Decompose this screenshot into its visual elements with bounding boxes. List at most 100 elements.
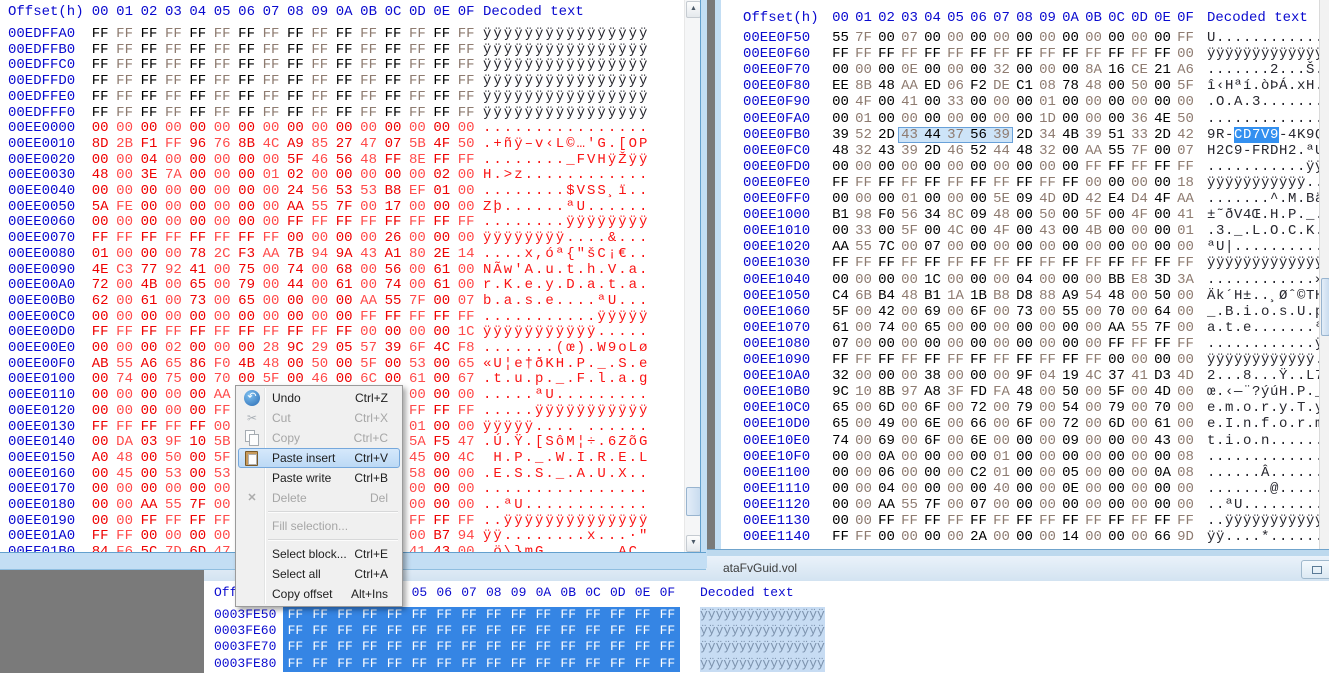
hex-byte[interactable]: 4C — [947, 223, 964, 240]
hex-byte[interactable]: 46 — [311, 371, 329, 388]
hex-byte[interactable]: 56 — [384, 261, 402, 278]
hex-byte[interactable]: 00 — [457, 198, 475, 215]
hex-byte[interactable]: 7D — [161, 544, 185, 552]
hex-byte[interactable]: 00 — [901, 400, 918, 417]
hex-byte[interactable]: 00 — [993, 158, 1010, 175]
hex-byte[interactable]: 4F — [993, 223, 1010, 240]
hex-byte[interactable]: 00 — [189, 214, 207, 231]
hex-row[interactable]: 00EE10F0 00 00 0A 00 00 00 00 01 00 00 00 00 00 00 00 08… — [721, 449, 1329, 465]
hex-byte[interactable]: 00 — [457, 497, 475, 513]
decoded-text[interactable]: H.P._.W.I.R.E.L — [483, 449, 650, 466]
hex-byte[interactable]: 00 — [1085, 480, 1102, 497]
decoded-text[interactable]: ........ÿÿÿÿÿÿÿÿ — [483, 214, 650, 231]
hex-byte[interactable]: FF — [1039, 352, 1056, 368]
hex-byte[interactable]: 00 — [457, 465, 475, 482]
hex-row[interactable]: 00EE10E0 74 00 69 00 6F 00 6E 00 00 00 09 00 00 00 43 00… — [721, 433, 1329, 449]
hex-byte[interactable]: 3F — [947, 384, 964, 401]
hex-byte[interactable]: 00 — [311, 292, 329, 309]
hex-byte[interactable]: 79 — [238, 277, 255, 294]
hex-byte[interactable]: 2A — [970, 529, 987, 546]
hex-byte[interactable]: FF — [213, 402, 231, 419]
hex-byte[interactable]: 00 — [408, 230, 426, 247]
hex-byte[interactable]: FF — [433, 512, 451, 529]
hex-row[interactable]: 00EE10D0 65 00 49 00 6E 00 66 00 6F 00 72 00 6D 00 61 00… — [721, 416, 1329, 432]
hex-byte[interactable]: FF — [1154, 255, 1171, 272]
hex-byte[interactable]: 6E — [970, 432, 987, 449]
hex-byte[interactable]: FF — [382, 607, 407, 624]
hex-byte[interactable]: FF — [116, 26, 133, 42]
hex-byte[interactable]: 2B — [116, 135, 133, 152]
hex-byte[interactable]: 00 — [433, 465, 451, 482]
hex-byte[interactable]: 00 — [901, 335, 918, 352]
hex-byte[interactable]: 00 — [924, 30, 941, 46]
hex-byte[interactable]: FF — [1085, 46, 1102, 63]
hex-byte[interactable]: 4B — [238, 355, 255, 372]
hex-byte[interactable]: 39 — [990, 126, 1013, 143]
decoded-text[interactable]: Zþ......ªU...... — [483, 198, 650, 215]
hex-byte[interactable]: 01 — [408, 418, 426, 435]
hex-byte[interactable]: FF — [283, 607, 308, 624]
hex-byte[interactable]: FF — [332, 607, 358, 624]
hex-byte[interactable]: 00 — [91, 402, 109, 419]
hex-byte[interactable]: 00 — [262, 292, 280, 309]
hex-row[interactable]: 00EE0020 00 00 04 00 00 00 00 00 5F 46 56 48 FF 8E FF FF… — [0, 151, 684, 169]
hex-byte[interactable]: 8B — [238, 135, 255, 152]
decoded-text[interactable]: .......(œ).W9oLø — [483, 340, 650, 356]
hex-byte[interactable]: FF — [91, 26, 109, 42]
hex-byte[interactable]: 01 — [993, 448, 1010, 465]
hex-byte[interactable]: 00 — [457, 230, 475, 247]
hex-byte[interactable]: 00 — [91, 434, 109, 451]
hex-byte[interactable]: FF — [947, 352, 964, 368]
decoded-text[interactable]: ................ — [483, 481, 650, 498]
hex-byte[interactable]: 00 — [878, 368, 895, 385]
hex-byte[interactable]: 00 — [1039, 400, 1056, 417]
hex-byte[interactable]: DE — [993, 78, 1010, 95]
hex-byte[interactable]: FF — [238, 41, 255, 58]
hex-byte[interactable]: FF — [1085, 158, 1102, 175]
hex-byte[interactable]: 00 — [970, 94, 987, 111]
hex-byte[interactable]: FF — [878, 255, 895, 272]
hex-byte[interactable]: 09 — [1016, 191, 1033, 207]
hex-byte[interactable]: 00 — [1062, 110, 1079, 127]
hex-byte[interactable]: 00 — [1131, 30, 1148, 46]
hex-byte[interactable]: 17 — [384, 198, 402, 215]
hex-byte[interactable]: FF — [140, 41, 158, 58]
hex-byte[interactable]: 4E — [1154, 110, 1171, 127]
hex-byte[interactable]: 8E — [408, 151, 426, 168]
hex-byte[interactable]: 00 — [947, 529, 964, 546]
hex-byte[interactable]: 00 — [855, 303, 872, 320]
hex-byte[interactable]: 00 — [1085, 464, 1102, 481]
hex-byte[interactable]: 01 — [993, 464, 1010, 481]
decoded-text[interactable]: 9R-CD7V9-4K9Q3-B — [1207, 126, 1329, 143]
hex-byte[interactable]: FF — [360, 214, 377, 231]
hex-byte[interactable]: 00 — [1131, 464, 1148, 481]
hex-byte[interactable]: 00 — [360, 324, 377, 341]
hex-byte[interactable]: A9 — [286, 135, 304, 152]
hex-row[interactable]: 00EE1090 FF FF FF FF FF FF FF FF FF FF FF FF 00 00 00 00… — [721, 352, 1329, 368]
hex-byte[interactable]: 65 — [238, 292, 255, 309]
hex-byte[interactable]: 6B — [855, 287, 872, 304]
hex-byte[interactable]: 00 — [384, 355, 402, 372]
hex-byte[interactable]: 00 — [1108, 352, 1125, 368]
hex-byte[interactable]: 00 — [360, 261, 377, 278]
hex-byte[interactable]: FF — [457, 73, 475, 90]
hex-row[interactable]: 00EE1050 C4 6B B4 48 B1 1A 1B B8 D8 88 A9 54 48 00 50 00… — [721, 288, 1329, 304]
hex-byte[interactable]: FF — [91, 57, 109, 74]
hex-byte[interactable]: FF — [457, 151, 475, 168]
hex-byte[interactable]: 65 — [457, 355, 475, 372]
hex-row[interactable]: 00EE1070 61 00 74 00 65 00 00 00 00 00 00 00 AA 55 7F 00… — [721, 320, 1329, 336]
hex-byte[interactable]: FF — [433, 41, 451, 58]
hex-byte[interactable]: FF — [311, 324, 329, 341]
hex-byte[interactable]: 4B — [1085, 223, 1102, 240]
hex-byte[interactable]: FF — [238, 88, 255, 105]
hex-byte[interactable]: FF — [1108, 513, 1125, 529]
hex-byte[interactable]: 00 — [116, 167, 133, 184]
hex-byte[interactable]: 00 — [408, 198, 426, 215]
hex-byte[interactable]: 67 — [457, 371, 475, 388]
scrollbar-thumb[interactable] — [1321, 278, 1329, 336]
hex-byte[interactable]: 00 — [91, 481, 109, 498]
hex-byte[interactable]: 00 — [360, 277, 377, 294]
hex-byte[interactable]: 00 — [433, 481, 451, 498]
hex-byte[interactable]: FF — [970, 255, 987, 272]
scrollbar-down-button[interactable]: ▼ — [686, 535, 701, 552]
